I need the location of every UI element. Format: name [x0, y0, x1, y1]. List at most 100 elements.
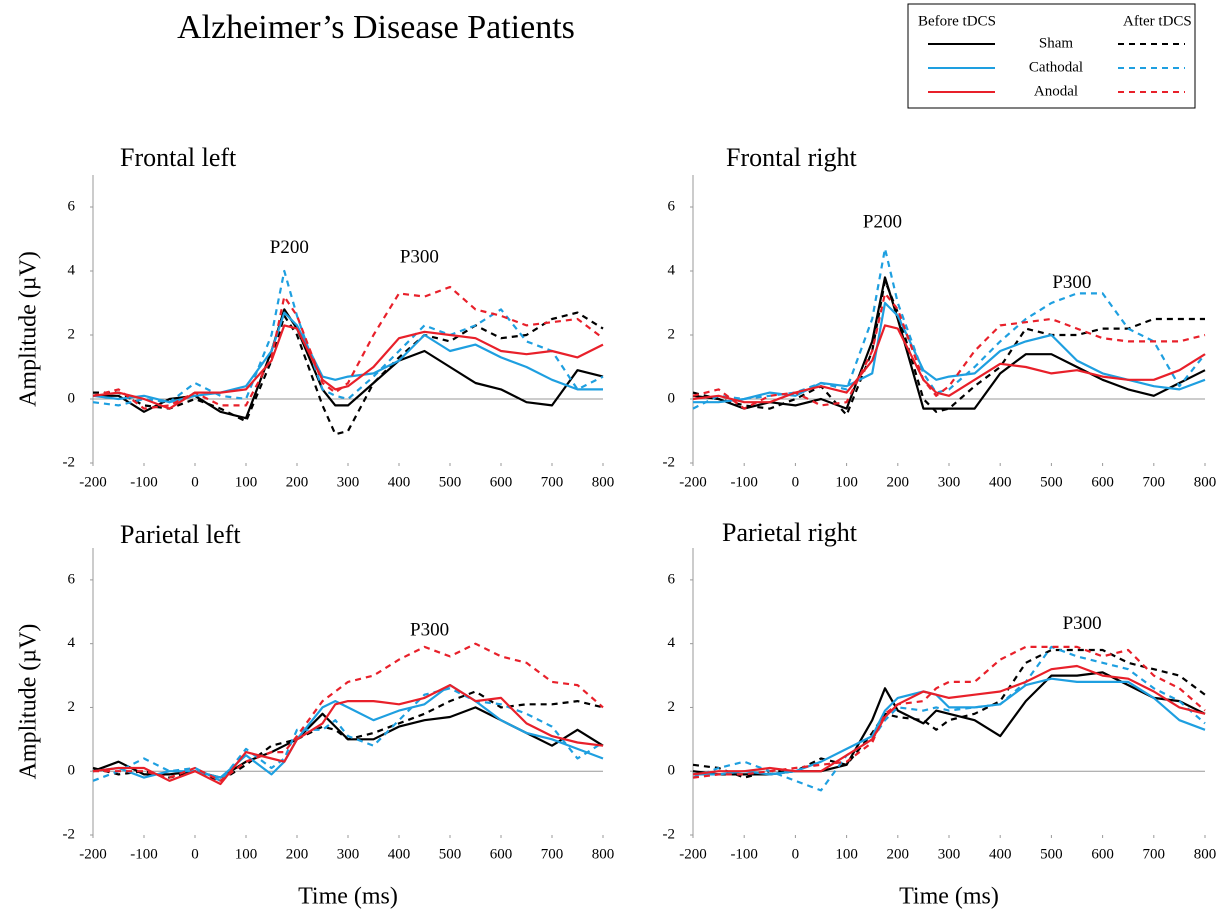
x-tick-label: 100	[235, 846, 258, 862]
peak-annotation: P300	[1063, 613, 1102, 634]
peak-annotation: P300	[400, 247, 439, 268]
x-tick-label: 500	[439, 474, 462, 490]
erp-line	[692, 292, 1206, 410]
x-tick-label: 700	[1143, 846, 1166, 862]
x-tick-label: 200	[286, 846, 309, 862]
peak-annotation: P300	[410, 619, 449, 640]
panel-title: Parietal right	[722, 518, 858, 547]
legend-after-label: After tDCS	[1123, 13, 1192, 29]
peak-annotation: P300	[1052, 272, 1091, 293]
x-tick-label: 500	[439, 846, 462, 862]
y-tick-label: 2	[668, 326, 676, 342]
x-tick-label: -200	[679, 474, 707, 490]
y-tick-label: -2	[663, 826, 676, 842]
x-tick-label: 500	[1040, 474, 1063, 490]
x-tick-label: 400	[989, 474, 1012, 490]
x-tick-label: 300	[337, 846, 360, 862]
y-tick-label: 2	[68, 326, 76, 342]
x-tick-label: 800	[1194, 846, 1217, 862]
x-tick-label: 200	[887, 846, 910, 862]
y-tick-label: 4	[68, 635, 76, 651]
x-tick-label: 600	[490, 846, 513, 862]
erp-line	[93, 311, 604, 436]
x-tick-label: 600	[490, 474, 513, 490]
erp-line	[692, 279, 1205, 417]
x-tick-label: -200	[79, 474, 107, 490]
panel-title: Frontal left	[120, 143, 237, 172]
y-tick-label: 6	[668, 198, 676, 214]
x-tick-label: 200	[286, 474, 309, 490]
x-axis-label: Time (ms)	[899, 884, 999, 910]
legend-label: Sham	[1039, 35, 1074, 51]
x-tick-label: 600	[1091, 846, 1114, 862]
x-axis-label: Time (ms)	[298, 884, 398, 910]
x-tick-label: 800	[592, 474, 615, 490]
x-tick-label: -200	[679, 846, 707, 862]
erp-line	[92, 684, 604, 779]
x-tick-label: 0	[792, 474, 800, 490]
erp-line	[92, 684, 604, 786]
y-tick-label: 0	[668, 763, 676, 779]
y-tick-label: 6	[668, 571, 676, 587]
erp-line	[692, 276, 1206, 410]
x-tick-label: 0	[792, 846, 800, 862]
y-tick-label: -2	[63, 454, 76, 470]
x-tick-label: 300	[938, 474, 961, 490]
y-tick-label: -2	[663, 454, 676, 470]
x-tick-label: 200	[887, 474, 910, 490]
y-tick-label: 6	[68, 198, 76, 214]
x-tick-label: 100	[835, 474, 858, 490]
x-tick-label: -100	[730, 846, 758, 862]
x-tick-label: -100	[130, 846, 158, 862]
peak-annotation: P200	[863, 211, 902, 232]
y-tick-label: 0	[668, 390, 676, 406]
erp-line	[92, 285, 604, 410]
erp-line	[692, 247, 1206, 410]
x-tick-label: 800	[592, 846, 615, 862]
erp-line	[692, 671, 1206, 776]
panel-title: Parietal left	[120, 520, 241, 549]
y-tick-label: -2	[63, 826, 76, 842]
y-tick-label: 4	[668, 635, 676, 651]
x-tick-label: 100	[835, 846, 858, 862]
erp-line	[92, 269, 604, 407]
x-tick-label: 700	[541, 474, 564, 490]
erp-line	[92, 706, 604, 779]
x-tick-label: 400	[989, 846, 1012, 862]
panel-title: Frontal right	[726, 143, 857, 172]
x-tick-label: 400	[388, 846, 411, 862]
y-tick-label: 4	[68, 262, 76, 278]
x-tick-label: 300	[938, 846, 961, 862]
x-tick-label: 600	[1091, 474, 1114, 490]
legend-label: Anodal	[1034, 83, 1078, 99]
y-tick-label: 2	[668, 699, 676, 715]
erp-line	[693, 677, 1206, 776]
x-tick-label: -100	[730, 474, 758, 490]
x-tick-label: 400	[388, 474, 411, 490]
x-tick-label: -200	[79, 846, 107, 862]
x-tick-label: 0	[191, 474, 199, 490]
figure-title: Alzheimer’s Disease Patients	[177, 9, 575, 46]
erp-line	[693, 301, 1206, 404]
x-tick-label: 700	[1143, 474, 1166, 490]
y-axis-label: Amplitude (µV)	[16, 624, 42, 780]
erp-line	[93, 642, 604, 782]
y-tick-label: 6	[68, 571, 76, 587]
legend-before-label: Before tDCS	[918, 13, 996, 29]
x-tick-label: 0	[191, 846, 199, 862]
peak-annotation: P200	[270, 237, 309, 258]
x-tick-label: 700	[541, 846, 564, 862]
erp-line	[692, 324, 1206, 404]
legend-box	[907, 3, 1196, 109]
x-tick-label: 300	[337, 474, 360, 490]
y-axis-label: Amplitude (µV)	[16, 251, 42, 407]
x-tick-label: 800	[1194, 474, 1217, 490]
erp-line	[692, 664, 1206, 776]
x-tick-label: -100	[130, 474, 158, 490]
y-tick-label: 2	[68, 699, 76, 715]
x-tick-label: 100	[235, 474, 258, 490]
erp-line	[692, 645, 1206, 779]
x-tick-label: 500	[1040, 846, 1063, 862]
